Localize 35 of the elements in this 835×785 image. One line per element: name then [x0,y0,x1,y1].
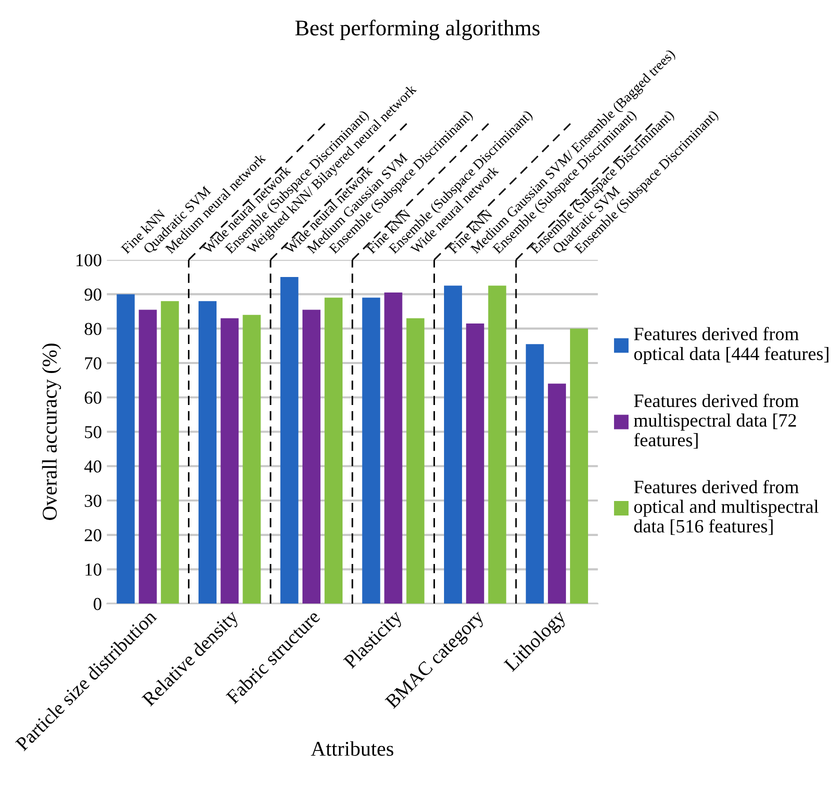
y-tick-label: 10 [86,564,102,576]
bar [242,314,261,604]
bar [362,298,380,604]
x-axis-title: Attributes [310,741,394,756]
bar [220,318,239,604]
y-axis-title: Overall accuracy (%) [42,344,62,520]
bar [138,310,157,604]
legend-label: Features derived from optical data [444 features] [634,326,828,364]
legend-label: Features derived from multispectral data [72 features] [634,394,799,449]
bar [324,298,343,604]
bar [116,294,135,604]
bar [280,277,298,604]
bar [488,286,506,604]
y-tick-label: 90 [84,288,102,301]
y-tick-label: 80 [84,322,102,336]
bar [444,286,462,604]
y-tick-label: 60 [84,392,102,404]
y-tick-label: 100 [76,254,102,266]
y-tick-label: 20 [84,529,102,542]
bar [160,301,179,604]
y-tick-label: 70 [85,357,102,370]
legend-label: Features derived from optical and multispectral data [516 features] [634,480,818,535]
bar [466,323,484,604]
bar [302,310,320,604]
bar [406,318,424,604]
bar [548,384,566,604]
y-tick-label: 50 [85,426,102,438]
y-tick-label: 0 [94,598,102,610]
bar [570,328,588,604]
y-tick-label: 30 [84,494,102,507]
chart-title: Best performing algorithms [295,20,540,40]
bar [526,344,544,604]
bar [384,292,402,604]
bar [198,301,217,604]
y-tick-label: 40 [84,460,102,473]
